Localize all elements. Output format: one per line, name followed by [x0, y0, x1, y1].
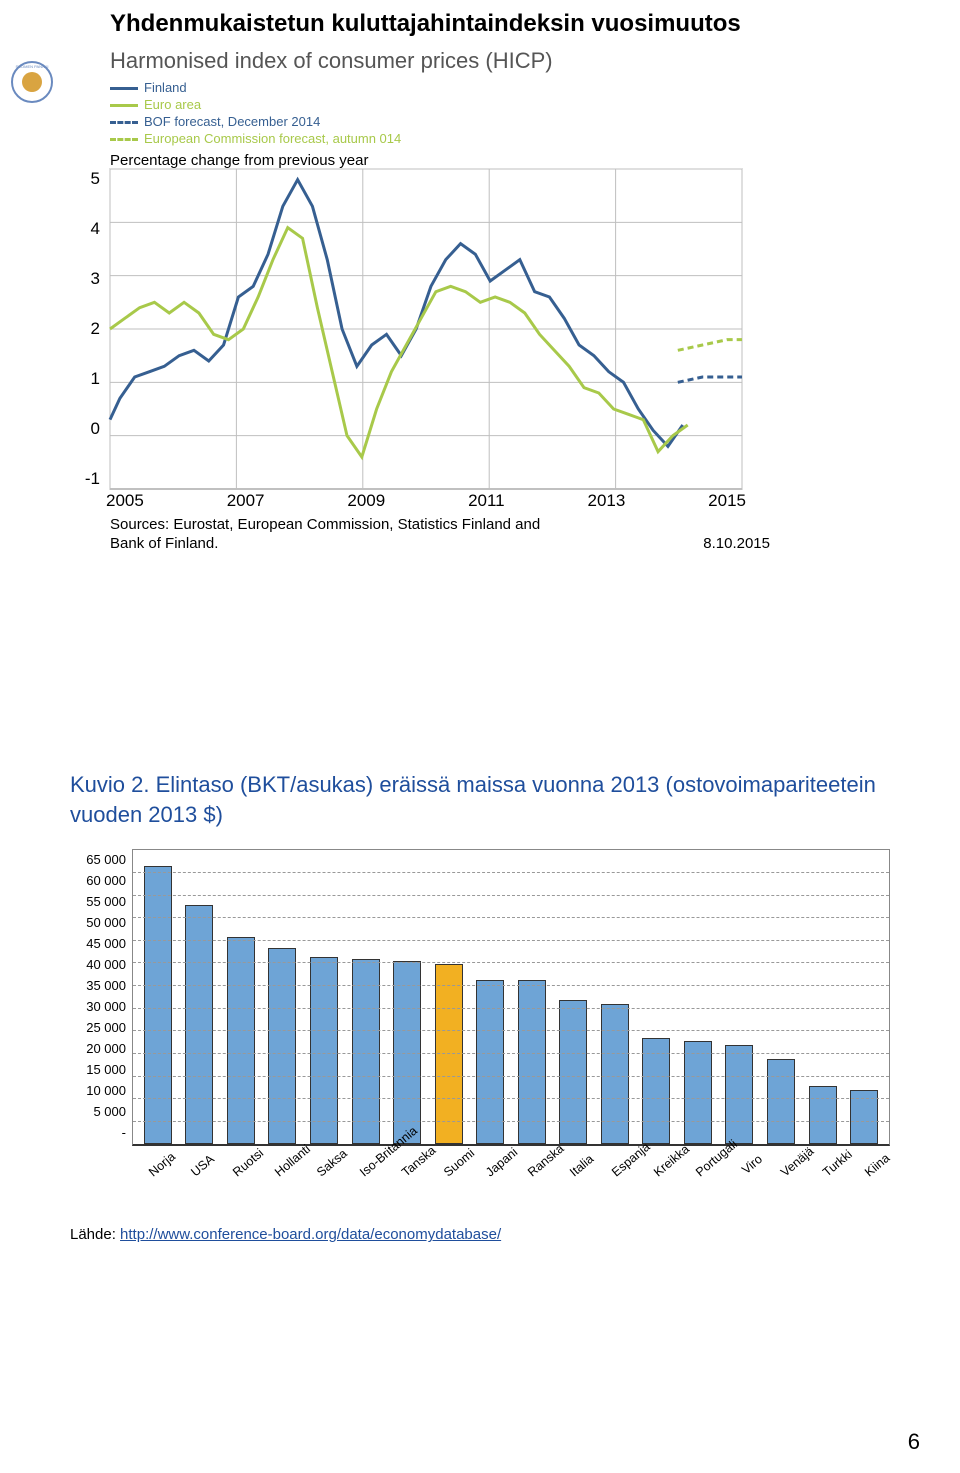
legend-label: Finland: [144, 80, 187, 97]
bar: [435, 964, 463, 1145]
legend-label: Euro area: [144, 97, 201, 114]
xtick: Hollanti: [272, 1152, 301, 1179]
xtick: Ranska: [525, 1152, 554, 1179]
bar: [684, 1041, 712, 1145]
slide1-subtitle: Harmonised index of consumer prices (HIC…: [110, 48, 830, 74]
xtick: 2005: [106, 491, 144, 511]
xtick: Viro: [736, 1152, 765, 1179]
ytick: 40 000: [70, 954, 126, 975]
ytick: 60 000: [70, 870, 126, 891]
ytick: 3: [70, 269, 100, 289]
xtick: Iso-Britannia: [357, 1152, 386, 1179]
xtick: 2011: [468, 491, 505, 511]
sources-line2: Bank of Finland.: [110, 535, 218, 552]
slide-gdp: Kuvio 2. Elintaso (BKT/asukas) eräissä m…: [70, 770, 890, 1243]
bar: [268, 948, 296, 1144]
ytick: 35 000: [70, 975, 126, 996]
ytick: 30 000: [70, 996, 126, 1017]
xtick: Kreikka: [651, 1152, 680, 1179]
xtick: Suomi: [441, 1152, 470, 1179]
legend-item: BOF forecast, December 2014: [110, 114, 830, 131]
legend: FinlandEuro areaBOF forecast, December 2…: [110, 80, 830, 148]
bar: [227, 937, 255, 1145]
xtick: 2009: [347, 491, 385, 511]
line-chart: 5 4 3 2 1 0 -1: [70, 151, 830, 491]
sources-line1: Sources: Eurostat, European Commission, …: [110, 516, 540, 533]
legend-swatch: [110, 87, 138, 90]
source-url[interactable]: http://www.conference-board.org/data/eco…: [120, 1226, 501, 1243]
bar: [601, 1004, 629, 1144]
ytick: 2: [70, 319, 100, 339]
xtick: 2015: [708, 491, 746, 511]
bar: [725, 1045, 753, 1144]
source-link-row: Lähde: http://www.conference-board.org/d…: [70, 1226, 890, 1243]
legend-item: European Commission forecast, autumn 014: [110, 131, 830, 148]
legend-swatch: [110, 104, 138, 107]
ytick: 20 000: [70, 1038, 126, 1059]
xtick: Norja: [146, 1152, 175, 1179]
ytick: 15 000: [70, 1059, 126, 1080]
ytick: -: [70, 1122, 126, 1143]
ytick: 50 000: [70, 912, 126, 933]
x-axis: 2005 2007 2009 2011 2013 2015: [106, 491, 746, 511]
slide-hicp: Yhdenmukaistetun kuluttajahintaindeksin …: [70, 10, 830, 554]
svg-text:SUOMEN PANKKI: SUOMEN PANKKI: [15, 64, 48, 69]
bar: [642, 1038, 670, 1144]
legend-item: Euro area: [110, 97, 830, 114]
page-number: 6: [908, 1429, 920, 1455]
xtick: 2013: [587, 491, 625, 511]
date: 8.10.2015: [703, 534, 770, 554]
bar-chart: 65 00060 00055 00050 00045 00040 00035 0…: [70, 849, 890, 1166]
legend-label: European Commission forecast, autumn 014: [144, 131, 401, 148]
ytick: 25 000: [70, 1017, 126, 1038]
xtick: Italia: [567, 1152, 596, 1179]
legend-swatch: [110, 121, 138, 124]
source-label: Lähde:: [70, 1226, 120, 1243]
xtick: 2007: [227, 491, 265, 511]
ytick: 55 000: [70, 891, 126, 912]
bar: [518, 980, 546, 1145]
bar: [559, 1000, 587, 1144]
legend-swatch: [110, 138, 138, 141]
xtick: Tanska: [399, 1152, 428, 1179]
xtick: Ruotsi: [230, 1152, 259, 1179]
ytick: 4: [70, 219, 100, 239]
xtick: Turkki: [820, 1152, 849, 1179]
ytick: 5 000: [70, 1101, 126, 1122]
xtick: Kiina: [862, 1152, 891, 1179]
bof-logo: SUOMEN PANKKI: [10, 60, 54, 104]
sources: Sources: Eurostat, European Commission, …: [110, 515, 830, 554]
xtick: Portugali: [694, 1152, 723, 1179]
bar: [767, 1059, 795, 1145]
slide2-title: Kuvio 2. Elintaso (BKT/asukas) eräissä m…: [70, 770, 890, 829]
ytick: 5: [70, 169, 100, 189]
ytick: -1: [70, 469, 100, 489]
ytick: 1: [70, 369, 100, 389]
bar: [352, 959, 380, 1144]
bar: [144, 866, 172, 1144]
xtick: Venäjä: [778, 1152, 807, 1179]
xtick: USA: [188, 1152, 217, 1179]
xtick: Espanja: [609, 1152, 638, 1179]
ytick: 65 000: [70, 849, 126, 870]
line-chart-svg: [106, 151, 746, 491]
ytick: 45 000: [70, 933, 126, 954]
legend-item: Finland: [110, 80, 830, 97]
bar: [809, 1086, 837, 1145]
xtick: Saksa: [315, 1152, 344, 1179]
xtick: Japani: [483, 1152, 512, 1179]
legend-label: BOF forecast, December 2014: [144, 114, 320, 131]
ytick: 10 000: [70, 1080, 126, 1101]
slide1-title: Yhdenmukaistetun kuluttajahintaindeksin …: [110, 10, 830, 38]
ytick: 0: [70, 419, 100, 439]
bar: [476, 980, 504, 1145]
